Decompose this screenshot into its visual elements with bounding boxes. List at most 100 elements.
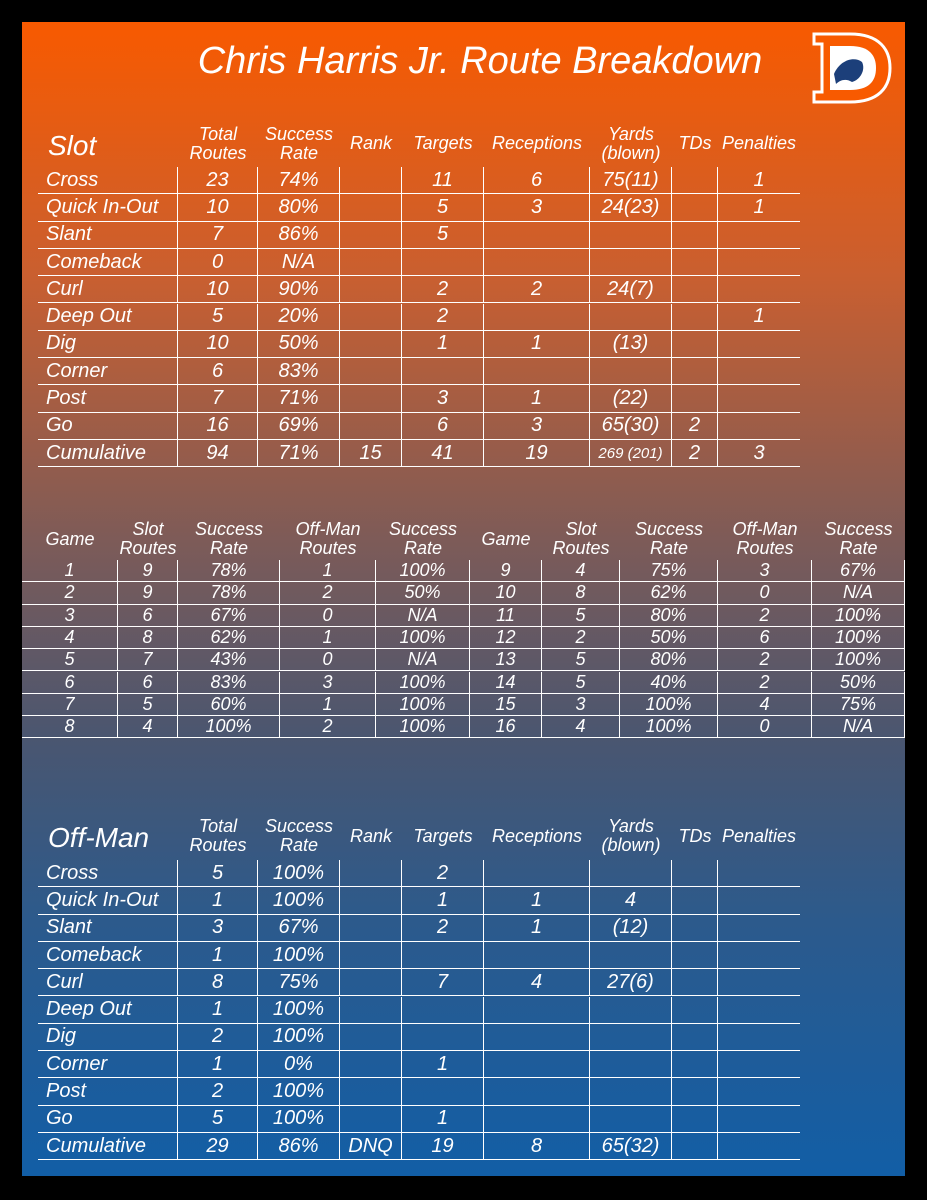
data-cell xyxy=(672,276,718,304)
data-cell xyxy=(484,1023,590,1052)
data-cell xyxy=(718,887,800,915)
route-name: Slant xyxy=(38,914,178,942)
data-cell: 1 xyxy=(484,385,590,413)
header-line: Rate xyxy=(839,538,878,558)
header-line: Routes xyxy=(552,538,610,558)
header-line: Rate xyxy=(279,142,319,163)
game-number: 16 xyxy=(470,716,542,739)
column-header: Receptions xyxy=(484,120,590,167)
data-cell xyxy=(718,276,800,304)
data-cell: (12) xyxy=(590,914,672,942)
data-cell: 1 xyxy=(178,996,258,1024)
data-cell: 1 xyxy=(280,626,376,650)
data-cell: 100% xyxy=(178,716,280,739)
data-cell xyxy=(340,303,402,331)
data-cell: 2 xyxy=(402,303,484,331)
column-header: Off-Man Routes xyxy=(718,518,812,560)
column-header: Slot Routes xyxy=(542,518,620,560)
data-cell xyxy=(718,1051,800,1079)
header-line: Game xyxy=(481,528,531,549)
column-header: Success Rate xyxy=(376,518,470,560)
data-cell: 75(11) xyxy=(590,167,672,195)
data-cell: 5 xyxy=(178,303,258,331)
data-cell: 100% xyxy=(376,693,470,717)
data-cell xyxy=(672,1133,718,1161)
route-name: Quick In-Out xyxy=(38,194,178,222)
header-line: Slot xyxy=(565,519,597,539)
data-cell: 29 xyxy=(178,1133,258,1161)
data-cell: 86% xyxy=(258,1133,340,1161)
header-line: (blown) xyxy=(601,142,661,163)
data-cell xyxy=(402,996,484,1024)
data-cell: 1 xyxy=(178,941,258,970)
data-cell xyxy=(340,412,402,440)
data-cell xyxy=(718,331,800,359)
data-cell: 2 xyxy=(542,626,620,650)
data-cell: 60% xyxy=(178,693,280,717)
route-name: Cross xyxy=(38,860,178,888)
data-cell: 100% xyxy=(376,716,470,739)
header-line: Penalties xyxy=(721,825,797,846)
header-line: Success xyxy=(634,519,704,539)
data-cell: 50% xyxy=(258,330,340,359)
data-cell: 100% xyxy=(812,649,905,672)
data-cell xyxy=(340,996,402,1024)
header-line: Rate xyxy=(649,538,689,558)
data-cell: 100% xyxy=(258,1105,340,1133)
column-header: Yards (blown) xyxy=(590,120,672,167)
data-cell: 10 xyxy=(178,330,258,359)
data-cell: 4 xyxy=(484,969,590,997)
data-cell: 9 xyxy=(118,582,178,605)
header-line: Success xyxy=(264,816,334,836)
data-cell: 1 xyxy=(718,194,800,222)
column-header: Rank xyxy=(340,120,402,167)
data-cell xyxy=(340,969,402,997)
data-cell xyxy=(340,1023,402,1052)
data-cell xyxy=(340,914,402,942)
header-line: Total xyxy=(198,123,238,144)
data-cell: 6 xyxy=(118,604,178,627)
data-cell: 65(30) xyxy=(590,412,672,440)
data-cell: 6 xyxy=(118,671,178,694)
data-cell: 78% xyxy=(178,560,280,583)
route-name: Deep Out xyxy=(38,303,178,331)
data-cell: 3 xyxy=(484,412,590,440)
route-name: Cumulative xyxy=(38,440,178,468)
data-cell: 100% xyxy=(376,560,470,583)
table-label: Slot xyxy=(48,129,97,161)
data-cell xyxy=(590,996,672,1024)
data-cell: 43% xyxy=(178,649,280,672)
data-cell xyxy=(672,385,718,413)
data-cell xyxy=(402,1023,484,1052)
header-line: Game xyxy=(45,528,95,549)
data-cell xyxy=(402,358,484,386)
data-cell: 100% xyxy=(258,996,340,1024)
data-cell: 80% xyxy=(620,604,718,627)
game-number: 15 xyxy=(470,693,542,717)
header-line: Rank xyxy=(349,133,393,153)
data-cell xyxy=(340,860,402,888)
data-cell xyxy=(484,1105,590,1133)
data-cell xyxy=(672,303,718,331)
data-cell: 1 xyxy=(402,1105,484,1133)
data-cell: 100% xyxy=(812,604,905,627)
data-cell xyxy=(340,194,402,222)
header-line: Receptions xyxy=(491,133,583,153)
background-panel xyxy=(22,22,905,1176)
data-cell: 0 xyxy=(718,582,812,605)
data-cell: 75% xyxy=(812,693,905,717)
data-cell xyxy=(484,860,590,888)
route-name: Go xyxy=(38,412,178,440)
data-cell: 10 xyxy=(178,194,258,222)
data-cell: 9 xyxy=(118,560,178,583)
game-number: 11 xyxy=(470,604,542,627)
data-cell: 0 xyxy=(280,649,376,672)
column-header: Yards (blown) xyxy=(590,812,672,860)
game-number: 14 xyxy=(470,671,542,694)
data-cell: 100% xyxy=(258,860,340,888)
route-name: Deep Out xyxy=(38,996,178,1024)
data-cell xyxy=(484,1051,590,1079)
data-cell xyxy=(718,915,800,942)
data-cell xyxy=(340,1105,402,1133)
